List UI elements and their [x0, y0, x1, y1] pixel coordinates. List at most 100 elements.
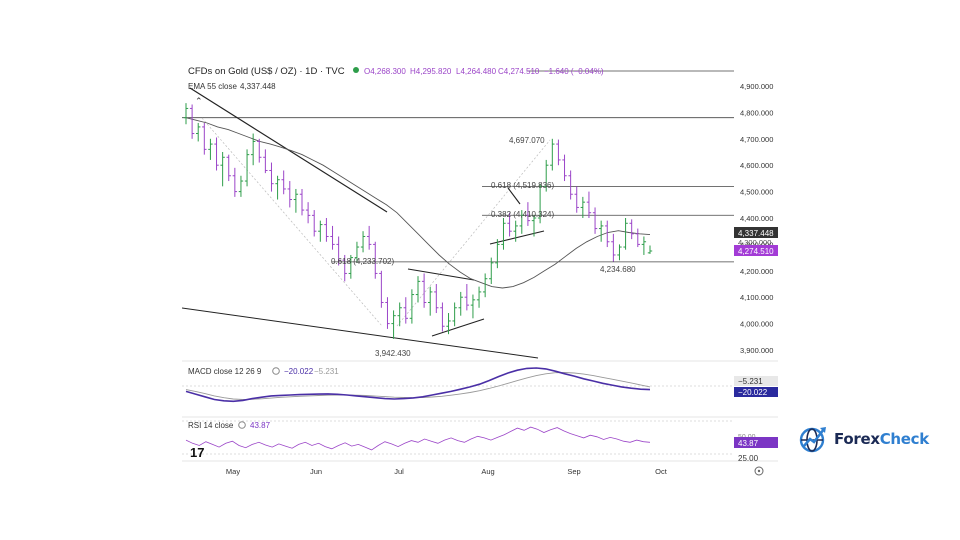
- candle: [409, 289, 415, 324]
- pennant-upper-line: [507, 187, 521, 205]
- candle: [238, 175, 244, 197]
- long-support-line: [181, 307, 539, 359]
- price-axis-label: 4,400.000: [740, 214, 773, 223]
- candle: [592, 207, 598, 234]
- candle: [287, 181, 292, 208]
- candle: [214, 137, 219, 171]
- candle: [452, 302, 457, 327]
- candle: [495, 239, 500, 269]
- candle: [476, 286, 482, 308]
- candle: [196, 122, 201, 142]
- candle: [232, 167, 238, 197]
- fib-diagonal-1: [201, 117, 383, 327]
- ohlc-open: O4,268.300: [364, 67, 406, 76]
- settings-gear-center: [757, 469, 761, 473]
- drawings-layer: [181, 87, 734, 359]
- candle: [397, 302, 402, 327]
- rsi-settings-icon[interactable]: [238, 421, 246, 429]
- candle: [360, 231, 366, 253]
- rsi-badge-text: 43.87: [738, 439, 759, 448]
- candle: [189, 104, 195, 139]
- candle: [202, 122, 207, 155]
- candle: [635, 228, 640, 248]
- ohlc-change: −1.640 (−0.04%): [544, 67, 604, 76]
- annotation-fib382-top: 0.382 (4,410.324): [491, 210, 554, 219]
- price-axis-label: 4,800.000: [740, 108, 773, 117]
- candle: [580, 196, 586, 218]
- price-axis: 4,900.000 4,800.000 4,700.000 4,600.000 4,50…: [740, 82, 773, 355]
- candle: [574, 186, 579, 213]
- brand-name: ForexCheck: [834, 430, 929, 448]
- candle: [312, 210, 317, 237]
- price-axis-label: 4,700.000: [740, 135, 773, 144]
- rsi-axis-low: 25.00: [738, 454, 759, 463]
- candle: [244, 149, 250, 187]
- candle: [629, 219, 634, 240]
- candle: [623, 218, 628, 250]
- candle: [470, 294, 476, 319]
- candle: [421, 273, 427, 308]
- time-axis-label: Jun: [310, 467, 322, 476]
- candle: [348, 254, 354, 279]
- forexcheck-logo: ForexCheck: [798, 423, 929, 455]
- candle: [568, 170, 573, 200]
- fib-diagonal-2: [396, 139, 551, 327]
- time-axis-label: Sep: [567, 467, 580, 476]
- settings-gear-icon[interactable]: [754, 466, 764, 476]
- candle: [550, 138, 555, 171]
- last-price-badge: [734, 245, 778, 256]
- candle: [525, 202, 531, 226]
- flag-upper-line: [407, 268, 475, 281]
- candle: [299, 188, 305, 216]
- candle: [226, 154, 231, 182]
- ema-legend-label: EMA 55 close: [188, 82, 237, 91]
- chart-svg: CFDs on Gold (US$ / OZ) · 1D · TVC O4,26…: [181, 62, 778, 476]
- collapse-legend-icon[interactable]: ⌃: [195, 96, 203, 106]
- candle: [379, 270, 384, 308]
- flag-lower-line: [431, 318, 485, 337]
- chart-frame: CFDs on Gold (US$ / OZ) · 1D · TVC O4,26…: [181, 58, 778, 482]
- candle: [250, 133, 256, 166]
- rsi-line: [185, 426, 651, 451]
- brand-name-a: Forex: [834, 430, 880, 448]
- time-axis-label: Aug: [481, 467, 494, 476]
- candle: [611, 233, 616, 262]
- candle: [537, 183, 543, 224]
- candle: [544, 159, 549, 192]
- candle: [440, 302, 445, 332]
- annotation-fib618-low: 0.618 (4,233.702): [331, 257, 394, 266]
- macd-signal-badge: [734, 376, 778, 386]
- candle: [415, 276, 421, 303]
- price-axis-label: 4,500.000: [740, 188, 773, 197]
- candle: [519, 210, 524, 234]
- candle: [556, 139, 561, 166]
- ohlc-close: C4,274.510: [498, 67, 540, 76]
- price-axis-label: 4,300.000: [740, 240, 773, 249]
- rsi-legend-value: 43.87: [250, 421, 271, 430]
- time-axis-label: May: [226, 467, 240, 476]
- candle: [482, 273, 488, 298]
- annotation-last-low: 4,234.680: [600, 265, 636, 274]
- symbol-title: CFDs on Gold (US$ / OZ) · 1D · TVC: [188, 66, 345, 77]
- candle: [403, 297, 408, 324]
- candle: [513, 220, 518, 242]
- macd-line: [185, 367, 651, 403]
- macd-settings-icon[interactable]: [272, 367, 280, 375]
- candle: [263, 149, 268, 174]
- annotation-fib618-top: 0.618 (4,519.836): [491, 181, 554, 190]
- candle: [531, 215, 537, 237]
- candle: [336, 236, 341, 266]
- candle: [391, 310, 396, 339]
- macd-legend-v2: −5.231: [314, 367, 339, 376]
- candle: [501, 218, 506, 250]
- candle: [464, 284, 470, 311]
- candle: [458, 291, 463, 316]
- candle: [220, 152, 225, 187]
- ema55-line: [185, 117, 651, 289]
- ema-price-badge: [734, 227, 778, 238]
- time-axis-label: Jul: [394, 467, 404, 476]
- candle: [208, 138, 213, 160]
- candle: [342, 254, 347, 282]
- candle: [586, 191, 592, 218]
- rsi-legend-label: RSI 14 close: [188, 421, 234, 430]
